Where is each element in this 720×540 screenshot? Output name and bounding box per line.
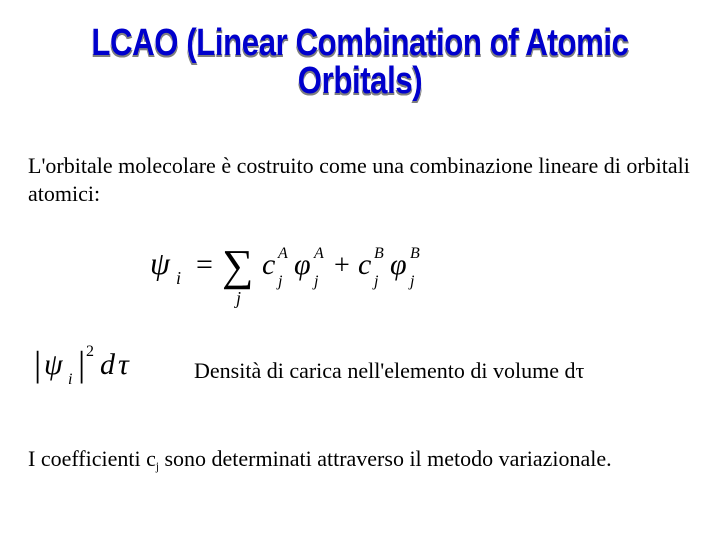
eq2-d: d <box>100 348 116 381</box>
eq1-c1-sub: j <box>276 273 283 290</box>
equation-density: | ψ i | 2 d τ <box>34 336 174 401</box>
eq2-lbar: | <box>34 344 41 384</box>
eq2-sup: 2 <box>86 343 94 360</box>
coeff-paragraph: I coefficienti cj sono determinati attra… <box>28 446 692 473</box>
equation-density-svg: | ψ i | 2 d τ <box>34 336 174 396</box>
eq2-tau: τ <box>118 348 130 381</box>
density-tau: τ <box>576 358 585 383</box>
equation-lcao: ψ i = ∑ j c A j φ A j + c B j φ B j <box>150 232 470 315</box>
eq1-phi1-sub: j <box>312 273 319 290</box>
eq1-phi1: φ <box>294 248 311 281</box>
eq2-rbar: | <box>78 344 85 384</box>
eq1-psi: ψ <box>150 245 171 281</box>
eq1-phi2-sub: j <box>408 273 415 290</box>
slide-title-text: LCAO (Linear Combination of Atomic Orbit… <box>65 24 655 100</box>
eq1-phi2-sup: B <box>410 245 420 262</box>
slide: LCAO (Linear Combination of Atomic Orbit… <box>0 0 720 540</box>
eq2-psi-sub: i <box>68 371 72 388</box>
eq1-c2-sup: B <box>374 245 384 262</box>
density-text: Densità di carica nell'elemento di volum… <box>194 358 576 383</box>
eq1-phi2: φ <box>390 248 407 281</box>
eq1-phi1-sup: A <box>313 245 324 262</box>
eq1-equals: = <box>196 248 213 281</box>
eq1-sigma: ∑ <box>222 241 253 290</box>
eq1-plus: + <box>334 250 350 281</box>
intro-paragraph: L'orbitale molecolare è costruito come u… <box>28 152 692 207</box>
eq1-c2-sub: j <box>372 273 379 290</box>
eq1-psi-sub: i <box>176 268 181 288</box>
slide-title: LCAO (Linear Combination of Atomic Orbit… <box>0 24 720 100</box>
coeff-prefix: I coefficienti c <box>28 446 156 471</box>
intro-paragraph-text: L'orbitale molecolare è costruito come u… <box>28 153 690 206</box>
eq1-c2: c <box>358 248 371 281</box>
density-paragraph: Densità di carica nell'elemento di volum… <box>194 358 584 384</box>
eq1-c1: c <box>262 248 275 281</box>
coeff-suffix: sono determinati attraverso il metodo va… <box>159 446 612 471</box>
equation-lcao-svg: ψ i = ∑ j c A j φ A j + c B j φ B j <box>150 232 470 310</box>
eq2-psi: ψ <box>44 348 64 381</box>
eq1-sigma-sub: j <box>234 288 241 308</box>
eq1-c1-sup: A <box>277 245 288 262</box>
